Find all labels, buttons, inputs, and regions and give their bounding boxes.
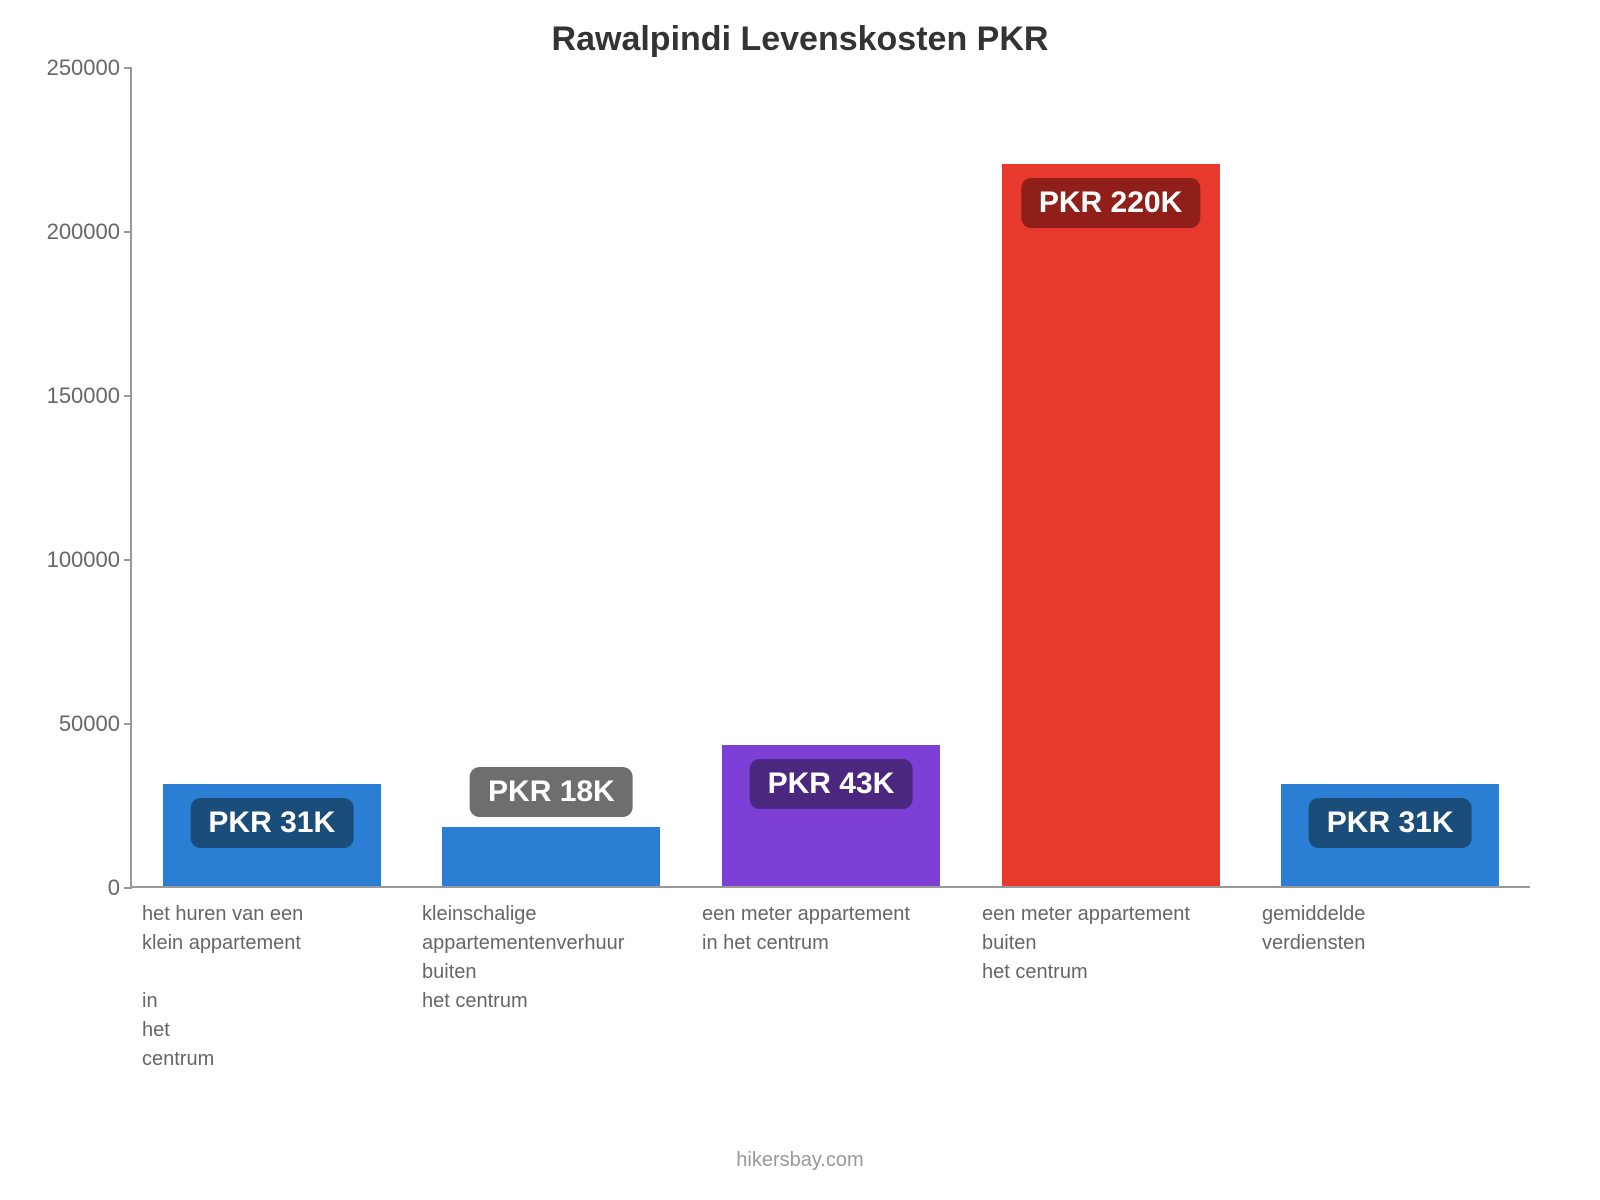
y-tick-label: 150000	[4, 383, 120, 409]
chart-credit: hikersbay.com	[0, 1149, 1600, 1172]
bar: PKR 43K	[722, 745, 940, 886]
bars-group: PKR 31K PKR 18K PKR 43K PKR 220K PKR 31K	[132, 68, 1530, 886]
bar: PKR 31K	[163, 784, 381, 886]
bar-slot: PKR 43K	[691, 68, 971, 886]
y-tick-label: 100000	[4, 547, 120, 573]
y-tick-label: 200000	[4, 219, 120, 245]
x-axis-label: het huren van een klein appartement in h…	[142, 900, 386, 1074]
y-tick-mark	[124, 559, 132, 561]
x-label-slot: een meter appartement buiten het centrum	[970, 900, 1250, 1074]
bar-slot: PKR 31K	[132, 68, 412, 886]
bar-value-label: PKR 31K	[190, 798, 353, 848]
bar-value-label: PKR 220K	[1021, 178, 1200, 228]
x-axis-label: een meter appartement buiten het centrum	[982, 900, 1226, 987]
x-axis-label: een meter appartement in het centrum	[702, 900, 946, 958]
y-tick-mark	[124, 887, 132, 889]
x-label-slot: een meter appartement in het centrum	[690, 900, 970, 1074]
bar-value-label: PKR 43K	[750, 759, 913, 809]
y-tick-label: 250000	[4, 55, 120, 81]
x-label-slot: gemiddelde verdiensten	[1250, 900, 1530, 1074]
y-tick-mark	[124, 231, 132, 233]
x-axis-labels: het huren van een klein appartement in h…	[130, 900, 1530, 1074]
y-tick-label: 50000	[4, 711, 120, 737]
x-axis-label: gemiddelde verdiensten	[1262, 900, 1506, 958]
bar-slot: PKR 31K	[1250, 68, 1530, 886]
bar-slot: PKR 220K	[971, 68, 1251, 886]
y-tick-label: 0	[4, 875, 120, 901]
bar-value-label: PKR 31K	[1309, 798, 1472, 848]
plot-area: 050000100000150000200000250000 PKR 31KPK…	[130, 68, 1530, 888]
x-label-slot: kleinschalige appartementenverhuur buite…	[410, 900, 690, 1074]
y-tick-mark	[124, 395, 132, 397]
chart-container: Rawalpindi Levenskosten PKR 050000100000…	[0, 0, 1600, 1200]
chart-title: Rawalpindi Levenskosten PKR	[0, 20, 1600, 59]
bar: PKR 18K	[442, 827, 660, 886]
bar-slot: PKR 18K	[412, 68, 692, 886]
x-label-slot: het huren van een klein appartement in h…	[130, 900, 410, 1074]
bar: PKR 31K	[1281, 784, 1499, 886]
bar: PKR 220K	[1002, 164, 1220, 886]
bar-value-label: PKR 18K	[470, 767, 633, 817]
x-axis-label: kleinschalige appartementenverhuur buite…	[422, 900, 666, 1016]
y-tick-mark	[124, 723, 132, 725]
y-tick-mark	[124, 67, 132, 69]
